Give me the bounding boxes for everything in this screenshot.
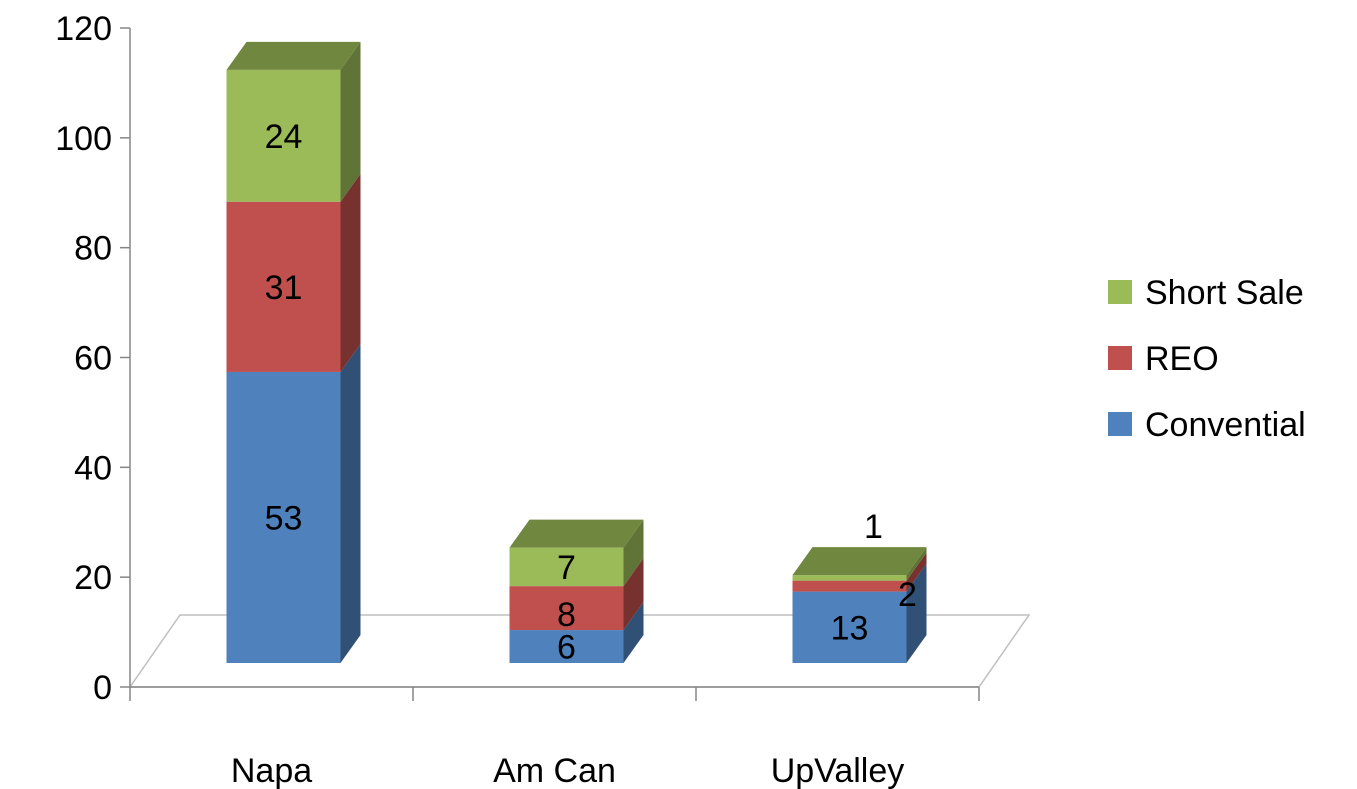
x-tick-label: UpValley — [771, 752, 905, 789]
bar-segment-reo — [509, 586, 624, 631]
bar-stack-am-can — [509, 519, 644, 663]
axes: 0 20 40 60 80 100 120 Napa Am Can UpValley — [55, 10, 980, 789]
legend-swatch — [1108, 280, 1132, 304]
y-tick-label: 40 — [74, 449, 112, 487]
bar-segment-convential-side — [906, 563, 927, 663]
y-tick-label: 20 — [74, 559, 112, 597]
data-label: 8 — [557, 596, 576, 634]
data-label: 7 — [557, 549, 576, 587]
bar-segment-short-sale-side — [906, 547, 927, 581]
bars — [226, 41, 927, 663]
legend-entry-convential: Convential — [1108, 406, 1306, 444]
legend-swatch — [1108, 412, 1132, 436]
y-tick-label: 120 — [55, 10, 112, 48]
bar-segment-convential — [509, 630, 624, 663]
data-label: 2 — [898, 576, 917, 614]
bar-segment-short-sale — [509, 547, 624, 587]
legend-label: Convential — [1145, 406, 1306, 444]
y-tick-label: 80 — [74, 230, 112, 268]
legend-label: Short Sale — [1145, 274, 1304, 312]
data-label: 31 — [265, 269, 303, 307]
bar-segment-convential — [226, 371, 341, 663]
bar-segment-convential — [792, 591, 907, 663]
legend-entry-short-sale: Short Sale — [1108, 274, 1304, 312]
bar-segment-reo — [226, 201, 341, 372]
bar-segment-short-sale-top — [792, 547, 927, 576]
legend-label: REO — [1145, 340, 1219, 378]
data-labels: 53 31 24 68 7 13 21 — [265, 118, 917, 667]
bar-segment-reo-side — [623, 558, 644, 631]
y-tick-label: 60 — [74, 340, 112, 378]
bar-segment-short-sale-top — [226, 41, 361, 70]
data-label: 24 — [265, 118, 303, 156]
y-tick-label: 100 — [55, 120, 112, 158]
bar-stack-upvalley — [792, 547, 927, 663]
bar-segment-short-sale-top — [509, 519, 644, 548]
bar-segment-convential-side — [623, 602, 644, 663]
bar-segment-short-sale-side — [340, 41, 361, 202]
bar-segment-reo-side — [340, 173, 361, 372]
bar-segment-reo-side — [906, 552, 927, 592]
y-tick-label: 0 — [93, 669, 112, 707]
x-tick-label: Napa — [231, 752, 312, 789]
bar-segment-short-sale-side — [623, 519, 644, 587]
bar-segment-convential-side — [340, 343, 361, 663]
x-tick-label: Am Can — [493, 752, 616, 789]
data-label: 1 — [864, 508, 883, 546]
data-label: 6 — [557, 629, 576, 667]
bar-segment-reo — [792, 580, 907, 592]
bar-segment-short-sale — [226, 69, 341, 202]
legend: Short Sale REO Convential — [1108, 274, 1306, 444]
data-label: 13 — [831, 609, 869, 647]
bar-segment-short-sale — [792, 575, 907, 581]
data-label: 53 — [265, 499, 303, 537]
bar-stack-napa — [226, 41, 361, 663]
legend-swatch — [1108, 346, 1132, 370]
legend-entry-reo: REO — [1108, 340, 1219, 378]
